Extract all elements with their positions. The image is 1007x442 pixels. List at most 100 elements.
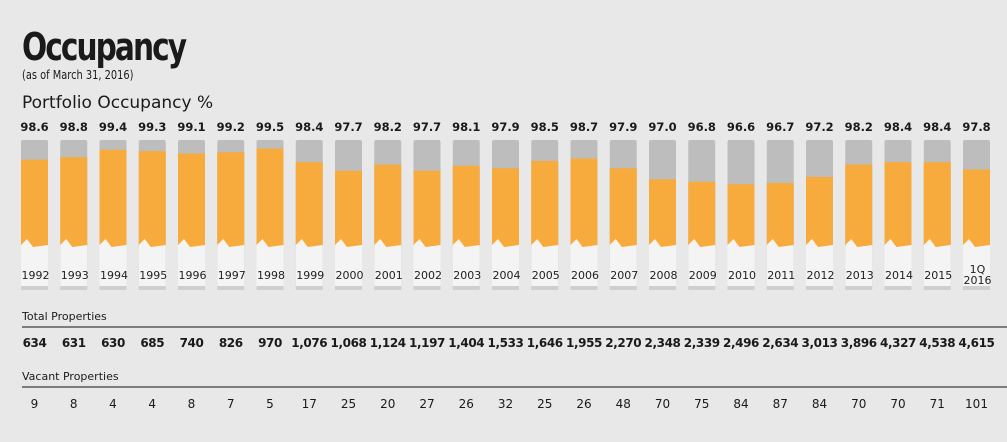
bar-base: [806, 286, 833, 290]
total-properties-cell: 1,068: [330, 336, 367, 350]
total-properties-label: Total Properties: [22, 310, 107, 323]
bar: [452, 165, 480, 247]
total-properties-cell: 1,197: [409, 336, 445, 350]
bar: [806, 176, 833, 247]
bar: [295, 162, 323, 247]
bar-base: [727, 286, 755, 290]
value-label: 99.4: [99, 120, 127, 134]
bar-base: [295, 286, 323, 290]
bar-label-box: [138, 239, 166, 289]
x-tick-label: 2008: [650, 269, 678, 282]
bar-group: 97.9 2004: [491, 120, 521, 290]
value-label: 96.6: [727, 120, 755, 134]
x-tick-label: 1995: [139, 269, 167, 282]
bar-label-box: [923, 239, 951, 289]
bar-label-box: [649, 239, 676, 289]
total-properties-cell: 2,496: [723, 336, 759, 350]
bar-group: 98.2 2001: [374, 120, 403, 290]
bar-group: 99.5 1998: [256, 120, 285, 290]
bar-base: [21, 286, 48, 290]
x-tick-label: 2002: [414, 269, 442, 282]
bar-group: 96.7 2011: [766, 120, 795, 290]
x-tick-label: 2012: [807, 269, 835, 282]
total-properties-cell: 1,955: [566, 336, 602, 350]
vacant-properties-cell: 101: [965, 397, 988, 411]
total-properties-cell: 826: [218, 336, 243, 350]
vacant-properties-cell: 8: [69, 397, 78, 411]
value-label: 98.8: [60, 120, 88, 134]
bar-label-box: [963, 239, 990, 289]
bar-label-box: [570, 239, 598, 289]
bar: [178, 153, 205, 247]
bar: [138, 151, 166, 247]
bar: [688, 181, 716, 247]
bar-base: [60, 286, 88, 290]
x-tick-label: 1992: [22, 269, 50, 282]
value-label: 98.5: [531, 120, 559, 134]
vacant-properties-cell: 71: [929, 397, 945, 411]
vacant-properties-cell: 84: [811, 397, 828, 411]
vacant-properties-cell: 27: [419, 397, 435, 411]
total-properties-cell: 3,013: [801, 336, 838, 350]
bar-label-box: [688, 239, 716, 289]
bar-group: 97.7 2000: [334, 120, 364, 290]
x-tick-label: 2014: [885, 269, 913, 282]
bar-base: [256, 286, 284, 290]
value-label: 96.8: [688, 120, 716, 134]
value-label: 97.2: [805, 120, 833, 134]
total-properties-cell: 3,896: [840, 336, 877, 350]
x-tick-label: 2004: [493, 269, 521, 282]
vacant-properties-cell: 25: [537, 397, 553, 411]
bar-group: 99.2 1997: [217, 120, 246, 290]
bar-base: [452, 286, 480, 290]
value-label: 98.4: [923, 120, 951, 134]
bar-base: [884, 286, 912, 290]
bar-label-box: [806, 239, 833, 289]
x-tick-label: 1998: [257, 269, 285, 282]
bar-group: 96.6 2010: [727, 120, 756, 290]
bar: [60, 157, 88, 247]
bar-group: 99.4 1994: [99, 120, 128, 290]
bar-base: [766, 286, 794, 290]
value-label: 99.5: [256, 120, 284, 134]
bar-group: 97.2 2012: [805, 120, 835, 290]
x-tick-label: 2016: [964, 274, 992, 287]
vacant-properties-cell: 9: [30, 397, 39, 411]
bar: [335, 170, 362, 247]
value-label: 98.1: [452, 120, 480, 134]
bar-label-box: [845, 239, 873, 289]
x-tick-label: 2007: [610, 269, 638, 282]
bar-base: [335, 286, 362, 290]
bar-label-box: [99, 239, 127, 289]
total-properties-cell: 1,124: [369, 336, 406, 350]
vacant-properties-cell: 70: [851, 397, 867, 411]
bar-group: 98.4 2015: [923, 120, 952, 290]
bar-base: [138, 286, 166, 290]
bar: [923, 162, 951, 247]
bar-label-box: [766, 239, 794, 289]
bar-group: 98.6 1992: [20, 120, 50, 290]
bar-group: 98.8 1993: [60, 120, 89, 290]
x-tick-label: 2000: [336, 269, 364, 282]
bar-group: 98.1 2003: [452, 120, 481, 290]
bar-base: [413, 286, 441, 290]
vacant-properties-cell: 87: [772, 397, 788, 411]
vacant-properties-cell: 20: [380, 397, 396, 411]
total-properties-cell: 634: [22, 336, 47, 350]
total-properties-cell: 4,538: [919, 336, 956, 350]
vacant-properties-cell: 26: [576, 397, 592, 411]
bar-label-box: [492, 239, 519, 289]
bar-label-box: [609, 239, 637, 289]
bar-label-box: [413, 239, 441, 289]
value-label: 99.3: [138, 120, 166, 134]
value-label: 97.8: [962, 120, 990, 134]
total-properties-cell: 1,076: [291, 336, 328, 350]
bar-label-box: [452, 239, 480, 289]
x-tick-label: 2009: [689, 269, 717, 282]
value-label: 99.1: [177, 120, 205, 134]
total-properties-cell: 630: [101, 336, 125, 350]
x-tick-label: 2011: [767, 269, 795, 282]
bar-group: 97.0 2008: [648, 120, 678, 290]
total-properties-cell: 631: [61, 336, 86, 350]
